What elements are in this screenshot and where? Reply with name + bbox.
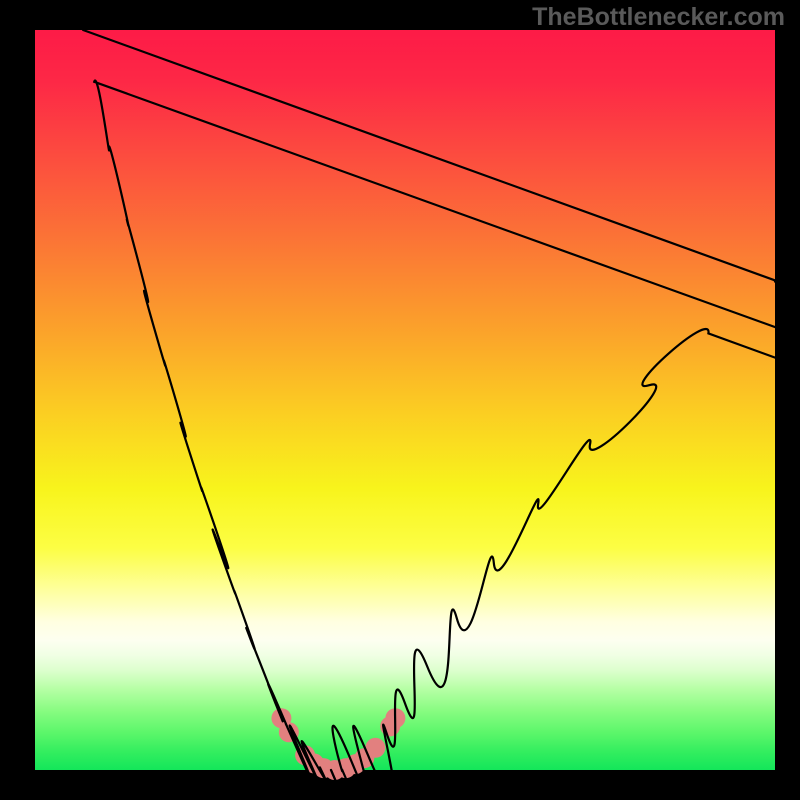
gradient-background: [35, 30, 775, 770]
watermark-text: TheBottlenecker.com: [532, 3, 785, 32]
bottleneck-chart: [0, 0, 800, 800]
